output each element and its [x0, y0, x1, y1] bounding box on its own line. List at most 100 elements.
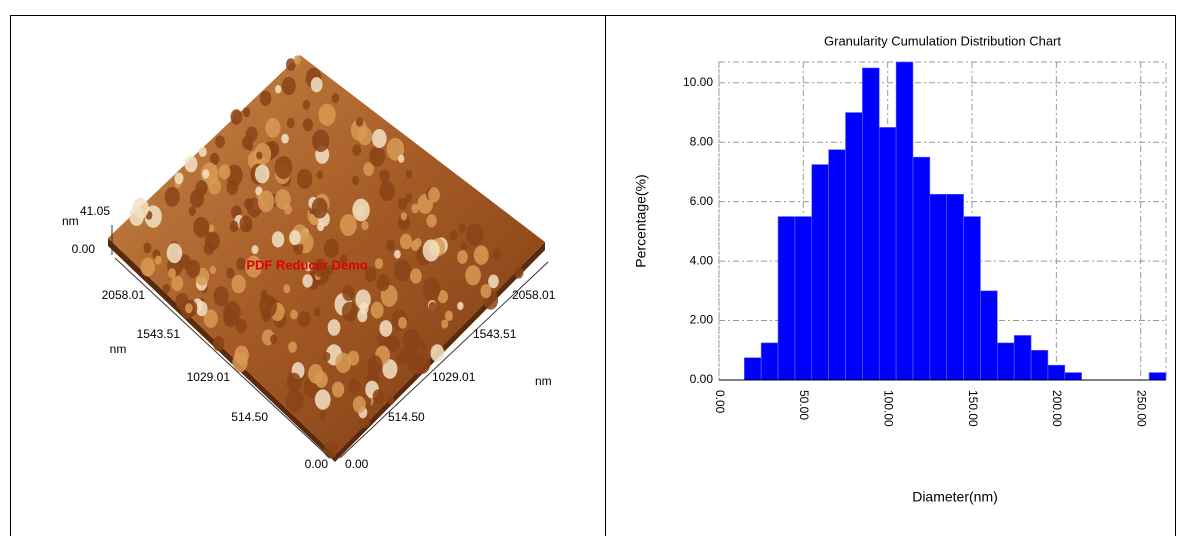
bump	[352, 144, 362, 157]
watermark: PDF Reducer Demo	[246, 257, 367, 272]
bump	[302, 100, 311, 110]
bump	[296, 168, 313, 189]
bump	[286, 389, 304, 413]
y-tick-label: 6.00	[690, 194, 714, 208]
bump	[203, 241, 215, 256]
bump	[426, 214, 437, 228]
bump	[166, 243, 183, 264]
bar	[878, 127, 897, 381]
bump	[324, 440, 338, 459]
bump	[162, 283, 171, 294]
x-tick-label: 50.00	[797, 390, 811, 420]
x-tick-label: 150.00	[966, 390, 980, 427]
bump	[168, 268, 176, 279]
bump	[323, 351, 331, 362]
bump	[413, 352, 431, 375]
bump	[379, 180, 395, 201]
bump	[437, 290, 449, 304]
bump	[386, 239, 396, 252]
bump	[236, 257, 246, 271]
left-axis-label: 514.50	[231, 410, 268, 424]
bump	[265, 117, 281, 138]
bar	[777, 216, 796, 381]
z-min: 0.00	[72, 242, 96, 256]
bump	[285, 58, 296, 71]
z-unit: nm	[62, 214, 79, 228]
bump	[331, 93, 340, 104]
bump	[246, 141, 254, 151]
bump	[312, 129, 330, 152]
chart-title: Granularity Cumulation Distribution Char…	[824, 33, 1061, 48]
bump	[376, 274, 390, 292]
bar	[912, 156, 931, 381]
bar	[794, 216, 813, 381]
bump	[466, 223, 484, 246]
bump	[492, 249, 502, 261]
bump	[367, 355, 383, 375]
bump	[370, 301, 384, 319]
bump	[129, 206, 145, 227]
bar	[895, 61, 914, 381]
y-tick-label: 10.00	[683, 75, 713, 89]
bump	[302, 118, 313, 132]
bump	[243, 198, 253, 210]
bump	[254, 164, 270, 184]
x-tick-label: 0.00	[713, 390, 727, 414]
bump	[283, 284, 291, 294]
bump	[171, 275, 184, 292]
bump	[480, 284, 492, 299]
bump	[271, 231, 285, 248]
bump	[208, 177, 222, 195]
bump	[430, 344, 445, 362]
bump	[275, 85, 282, 94]
x-tick-label: 100.00	[882, 390, 896, 427]
bump	[465, 265, 481, 286]
bump	[393, 259, 411, 282]
bump	[331, 381, 345, 398]
bar	[963, 216, 981, 381]
bump	[313, 307, 321, 317]
bump	[193, 216, 210, 238]
bump	[274, 189, 291, 210]
bump	[379, 320, 393, 337]
afm-surface: nm 41.05 0.00 2058.01 1543.51 nm 1029.01…	[62, 55, 556, 471]
bump	[419, 341, 428, 351]
bar	[744, 357, 762, 381]
bump	[311, 197, 328, 219]
bump	[363, 162, 374, 177]
bar	[1148, 372, 1167, 381]
bump	[514, 266, 524, 279]
left-axis-label: 1543.51	[137, 327, 181, 341]
surface-bumps	[129, 55, 524, 459]
bump	[323, 238, 339, 259]
bump	[428, 187, 440, 203]
bump	[185, 303, 193, 314]
bump	[398, 197, 408, 210]
bump	[286, 117, 295, 129]
bump	[348, 378, 361, 394]
bump	[313, 258, 328, 278]
y-tick-label: 4.00	[690, 253, 714, 267]
bump	[403, 328, 421, 352]
z-max: 41.05	[80, 204, 110, 218]
bump	[143, 242, 152, 254]
bump	[394, 249, 401, 259]
bump	[208, 224, 215, 233]
bump	[457, 250, 468, 264]
bump	[226, 164, 243, 187]
bump	[203, 309, 218, 328]
bump	[218, 164, 231, 180]
bump	[239, 215, 253, 233]
bump	[288, 341, 297, 353]
x-tick-label: 200.00	[1050, 390, 1064, 427]
bump	[274, 155, 293, 180]
bump	[184, 155, 198, 173]
bump	[473, 245, 489, 265]
bump	[290, 309, 298, 320]
bump	[410, 268, 422, 284]
bump	[398, 154, 405, 163]
bump	[215, 135, 225, 149]
left-axis-label: 2058.01	[102, 288, 146, 302]
y-tick-label: 8.00	[690, 134, 714, 148]
